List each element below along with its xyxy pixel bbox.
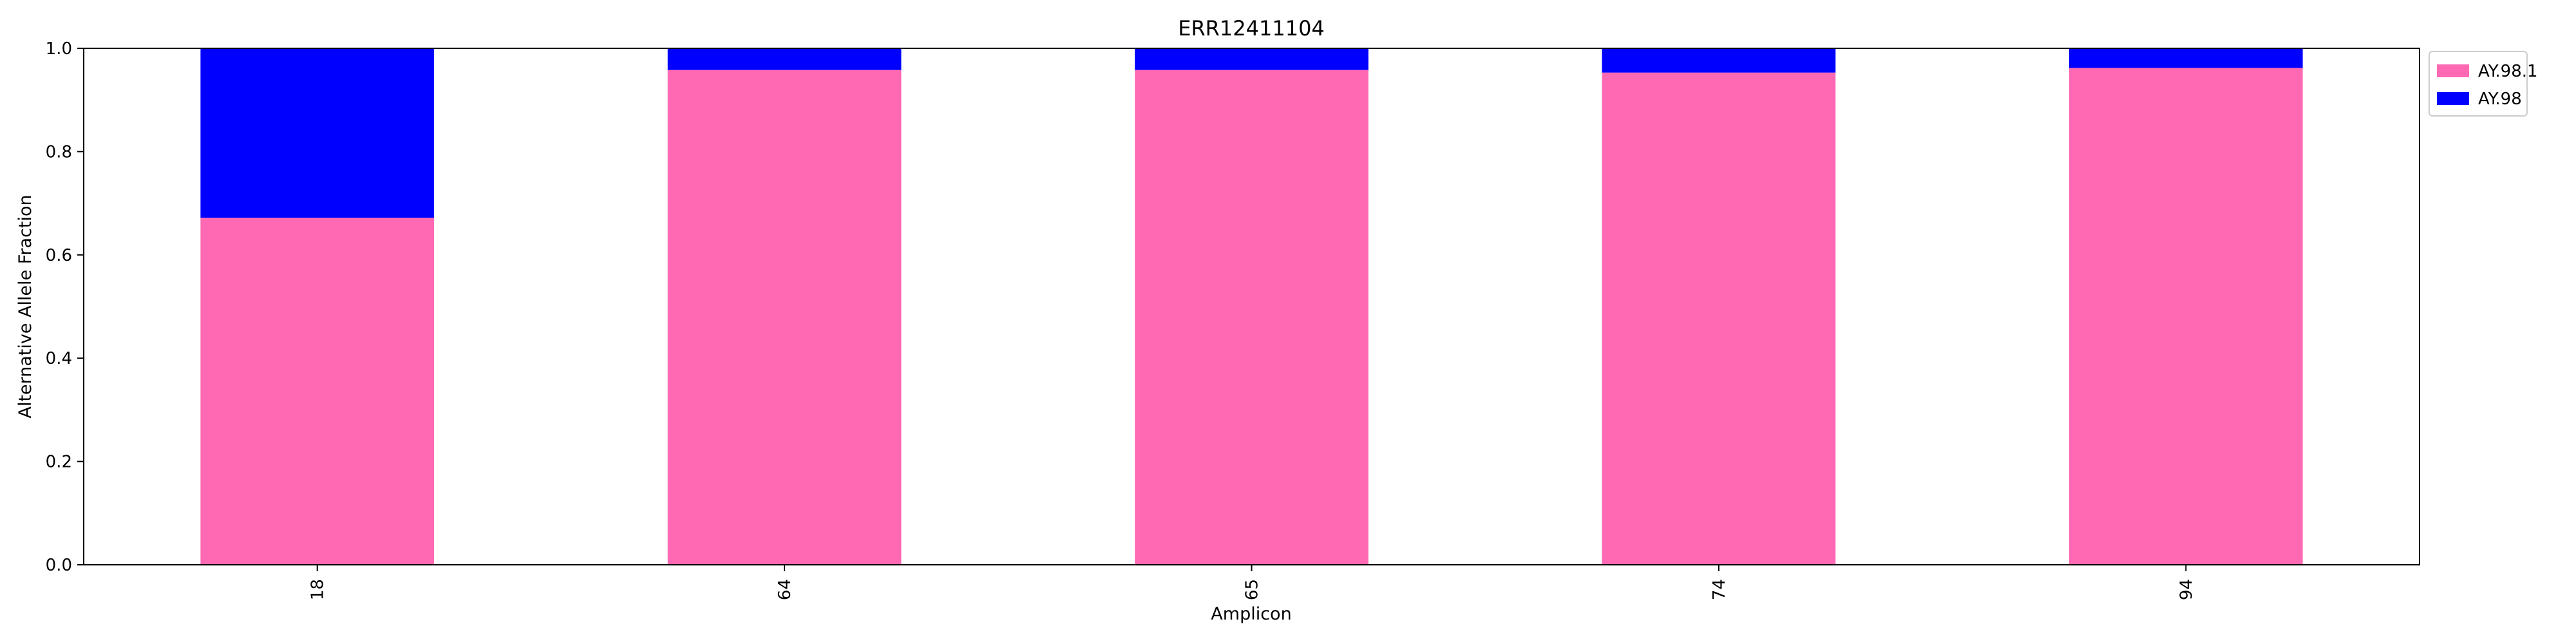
bar-segment-ay-98-amplicon-18 <box>200 48 435 218</box>
bar-segment-ay-98-1-amplicon-74 <box>1602 72 1836 565</box>
bar-segment-ay-98-amplicon-74 <box>1602 48 1836 73</box>
x-axis: 18 64 65 74 94 <box>308 565 2196 600</box>
chart-title: ERR12411104 <box>1178 16 1325 41</box>
y-tick-label: 0.6 <box>46 246 72 265</box>
x-tick-label: 64 <box>775 579 795 600</box>
x-axis-label: Amplicon <box>1211 604 1291 624</box>
x-tick-label: 18 <box>308 579 328 600</box>
x-tick-label: 74 <box>1710 579 1729 600</box>
y-tick-label: 0.4 <box>46 349 72 368</box>
y-tick-label: 0.8 <box>46 142 72 162</box>
bars-group <box>200 48 2303 565</box>
y-tick-label: 1.0 <box>46 39 72 59</box>
bar-segment-ay-98-amplicon-64 <box>667 48 902 70</box>
legend[interactable]: AY.98.1 AY.98 <box>2429 51 2538 117</box>
y-tick-label: 0.0 <box>46 556 72 575</box>
bar-segment-ay-98-1-amplicon-64 <box>667 70 902 565</box>
bar-segment-ay-98-amplicon-65 <box>1135 48 1368 70</box>
bar-segment-ay-98-1-amplicon-94 <box>2069 68 2303 565</box>
legend-swatch-ay-98 <box>2437 92 2469 105</box>
y-axis: 0.0 0.2 0.4 0.6 0.8 1.0 <box>46 39 84 575</box>
bar-segment-ay-98-1-amplicon-65 <box>1135 70 1368 565</box>
bar-segment-ay-98-amplicon-94 <box>2069 48 2303 68</box>
legend-label-ay-98-1: AY.98.1 <box>2478 62 2538 81</box>
x-tick-label: 65 <box>1243 579 1262 600</box>
y-tick-label: 0.2 <box>46 453 72 472</box>
legend-swatch-ay-98-1 <box>2437 64 2469 77</box>
y-axis-label: Alternative Allele Fraction <box>15 194 35 418</box>
bar-segment-ay-98-1-amplicon-18 <box>200 218 435 565</box>
x-tick-label: 94 <box>2177 579 2196 600</box>
legend-label-ay-98: AY.98 <box>2478 90 2522 109</box>
